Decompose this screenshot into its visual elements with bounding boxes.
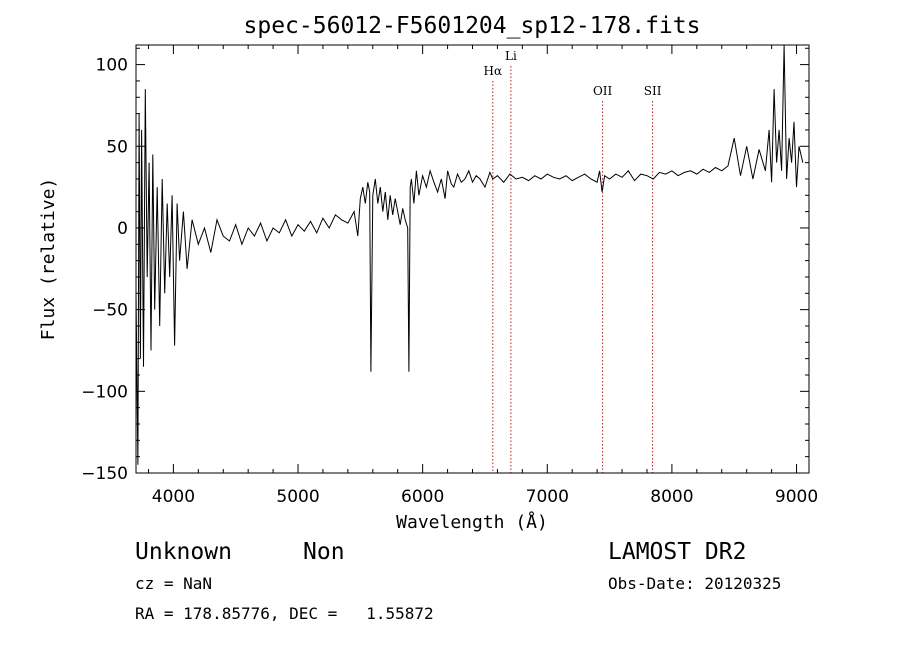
x-axis-label: Wavelength (Å) <box>396 511 548 533</box>
y-axis-ticks: −150 −100 −50 0 50 100 <box>81 47 809 484</box>
redshift-value: cz = NaN <box>135 574 213 593</box>
spectrum-line <box>135 44 804 465</box>
y-tick-label: 50 <box>106 137 128 157</box>
survey-name: LAMOST DR2 <box>608 539 747 565</box>
line-label: Li <box>505 49 517 63</box>
y-tick-label: −50 <box>92 301 128 321</box>
chart-title: spec-56012-F5601204_sp12-178.fits <box>244 13 701 39</box>
x-tick-label: 6000 <box>401 487 444 507</box>
coordinates: RA = 178.85776, DEC = 1.55872 <box>135 604 434 623</box>
x-tick-label: 4000 <box>152 487 195 507</box>
line-label: SII <box>644 84 662 98</box>
observation-date: Obs-Date: 20120325 <box>608 574 782 593</box>
x-tick-label: 7000 <box>526 487 569 507</box>
object-subclass: Non <box>303 539 345 565</box>
y-axis-label: Flux (relative) <box>38 178 59 341</box>
x-tick-label: 9000 <box>775 487 818 507</box>
x-tick-label: 5000 <box>276 487 319 507</box>
y-tick-label: −100 <box>81 382 128 402</box>
line-label: OII <box>593 84 613 98</box>
object-class: Unknown <box>135 539 232 565</box>
plot-frame <box>135 44 810 474</box>
y-tick-label: 100 <box>96 56 128 76</box>
line-label: Hα <box>484 64 503 78</box>
x-axis-ticks: 4000 5000 6000 7000 8000 9000 <box>147 45 818 507</box>
y-tick-label: −150 <box>81 464 128 484</box>
x-tick-label: 8000 <box>650 487 693 507</box>
y-tick-label: 0 <box>117 219 128 239</box>
